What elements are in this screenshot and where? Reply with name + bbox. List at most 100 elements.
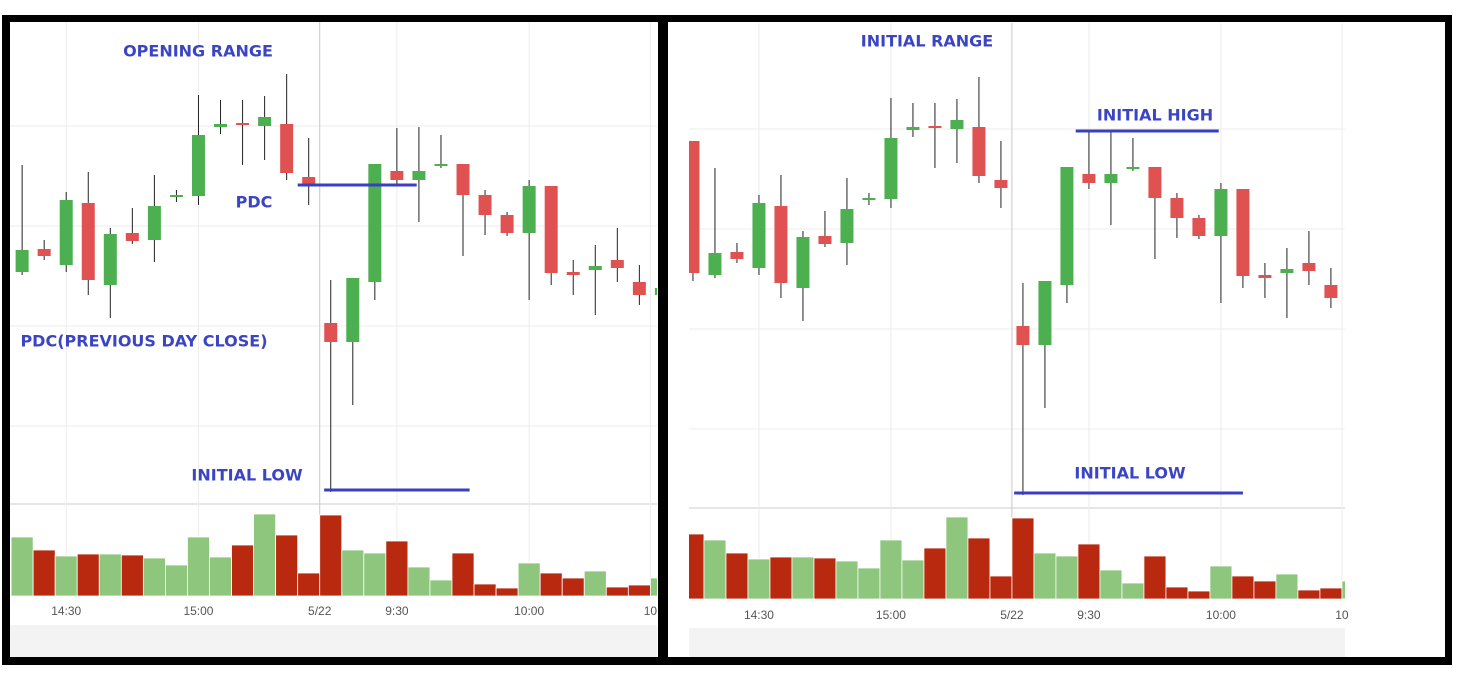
- right-plot: [689, 23, 1345, 600]
- volume-bar: [341, 549, 365, 597]
- volume-bar: [769, 556, 793, 600]
- x-tick-label: 10:00: [514, 604, 544, 618]
- volume-bar: [703, 539, 727, 600]
- candle-body: [280, 124, 294, 173]
- volume-bar: [835, 560, 859, 600]
- volume-bar: [319, 514, 343, 597]
- volume-bar: [901, 559, 925, 600]
- frame: [2, 15, 1452, 665]
- candle-body: [1302, 263, 1316, 271]
- candle-body: [390, 171, 404, 180]
- volume-bar: [1099, 569, 1123, 600]
- volume-bar: [539, 572, 563, 597]
- volume-bar: [1297, 589, 1321, 600]
- volume-bar: [363, 552, 387, 597]
- x-tick-label: 10: [1335, 608, 1349, 622]
- candle-body: [632, 282, 646, 295]
- x-tick-label: 5/22: [1000, 608, 1024, 622]
- volume-bar: [1165, 586, 1189, 600]
- candle-body: [796, 237, 810, 288]
- axis-strip: [10, 625, 657, 657]
- candle-body: [544, 186, 558, 273]
- candle-body: [906, 127, 920, 130]
- volume-bar: [98, 553, 122, 597]
- annotation: INITIAL HIGH: [1097, 106, 1213, 125]
- candle-body: [1016, 326, 1030, 345]
- candle-body: [884, 138, 898, 199]
- candle-body: [346, 278, 360, 342]
- candle-body: [1258, 275, 1272, 278]
- candle-body: [972, 127, 986, 176]
- volume-bar: [54, 555, 78, 597]
- volume-bar: [407, 566, 431, 597]
- candle-body: [730, 252, 744, 259]
- x-tick-label: 9:30: [385, 604, 409, 618]
- x-tick-label: 14:30: [51, 604, 81, 618]
- annotation: PDC: [236, 193, 273, 212]
- volume-bar: [209, 556, 232, 597]
- volume-bar: [1209, 565, 1233, 600]
- candle-body: [37, 249, 51, 256]
- volume-bar: [473, 583, 497, 597]
- annotation: INITIAL LOW: [1074, 464, 1186, 483]
- volume-bar: [1011, 517, 1035, 600]
- volume-bar: [495, 587, 519, 597]
- volume-bar: [1187, 590, 1211, 600]
- left-plot: [10, 22, 657, 597]
- candle-body: [81, 203, 95, 280]
- volume-bar: [583, 570, 607, 597]
- volume-bar: [187, 536, 210, 597]
- volume-bar: [1319, 587, 1343, 600]
- candle-body: [412, 171, 426, 180]
- volume-bar: [165, 564, 188, 597]
- candle-body: [236, 123, 250, 125]
- candle-body: [928, 126, 942, 128]
- annotation: OPENING RANGE: [123, 42, 273, 61]
- candle-body: [1324, 285, 1338, 298]
- candle-body: [840, 209, 854, 243]
- candle-body: [708, 253, 722, 275]
- x-tick-label: 9:30: [1077, 608, 1101, 622]
- volume-bar: [1253, 580, 1277, 600]
- volume-bar: [1341, 580, 1345, 600]
- volume-bar: [879, 539, 903, 600]
- candle-body: [15, 250, 29, 272]
- volume-bar: [297, 572, 321, 597]
- volume-bar: [429, 579, 453, 597]
- candle-body: [302, 177, 316, 185]
- candle-body: [169, 195, 183, 197]
- candle-body: [59, 200, 73, 265]
- candle-body: [610, 260, 624, 268]
- x-tick-label: 15:00: [183, 604, 213, 618]
- candle-body: [258, 117, 272, 126]
- candle-body: [1280, 269, 1294, 273]
- candle-body: [818, 236, 832, 244]
- candle-body: [478, 195, 492, 215]
- volume-bar: [605, 586, 629, 597]
- axis-strip: [689, 628, 1345, 657]
- candle-body: [1104, 174, 1118, 183]
- candle-body: [588, 266, 602, 270]
- candle-body: [1060, 167, 1074, 285]
- volume-bar: [385, 540, 409, 597]
- volume-bar: [253, 513, 277, 597]
- candle-body: [1148, 167, 1162, 198]
- volume-bar: [1121, 582, 1145, 600]
- volume-bar: [1231, 575, 1255, 600]
- candle-body: [1082, 174, 1096, 183]
- volume-bar: [142, 557, 166, 597]
- candle-body: [1192, 218, 1206, 236]
- volume-bar: [945, 516, 969, 600]
- candle-body: [654, 288, 657, 295]
- candle-body: [862, 198, 876, 200]
- volume-bar: [275, 534, 299, 597]
- volume-bar: [451, 552, 475, 597]
- volume-bar: [561, 577, 585, 597]
- candle-body: [147, 206, 161, 240]
- candle-body: [125, 233, 139, 241]
- volume-bar: [231, 544, 254, 597]
- volume-bar: [923, 547, 947, 600]
- candle-body: [1038, 281, 1052, 345]
- volume-bar: [791, 556, 815, 600]
